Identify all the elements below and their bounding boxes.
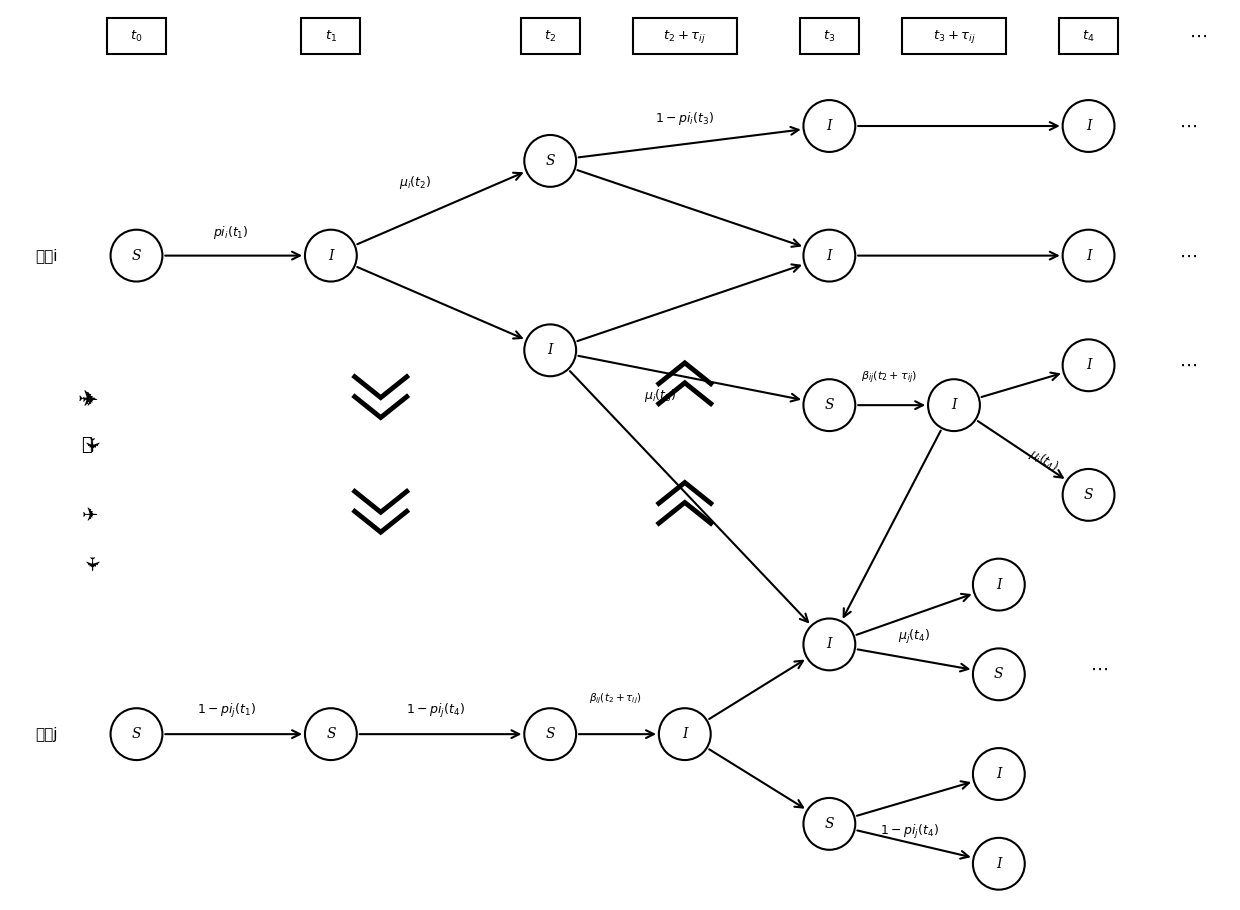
Circle shape <box>1063 100 1115 152</box>
Text: ✈: ✈ <box>77 390 95 410</box>
Circle shape <box>804 229 856 281</box>
Circle shape <box>525 708 577 760</box>
Circle shape <box>525 135 577 187</box>
Text: $\cdots$: $\cdots$ <box>1179 247 1198 265</box>
Text: $\mu_i(t_3)$: $\mu_i(t_3)$ <box>644 387 676 404</box>
FancyBboxPatch shape <box>632 18 737 55</box>
Text: ✈: ✈ <box>81 557 99 573</box>
Circle shape <box>110 708 162 760</box>
Circle shape <box>1063 469 1115 521</box>
Text: I: I <box>951 399 957 412</box>
FancyBboxPatch shape <box>107 18 166 55</box>
Text: S: S <box>131 727 141 741</box>
Text: $\mu_i(t_4)$: $\mu_i(t_4)$ <box>1027 445 1061 475</box>
Text: $pi_i(t_1)$: $pi_i(t_1)$ <box>213 224 249 241</box>
Text: $1-pi_j(t_4)$: $1-pi_j(t_4)$ <box>879 823 939 841</box>
Circle shape <box>525 324 577 376</box>
Text: S: S <box>994 667 1003 682</box>
Text: ✈: ✈ <box>81 437 99 453</box>
Text: ⛵: ⛵ <box>82 436 92 454</box>
Circle shape <box>804 619 856 671</box>
Circle shape <box>973 559 1024 611</box>
Text: $1-pi_i(t_3)$: $1-pi_i(t_3)$ <box>655 109 714 126</box>
Text: $\mu_j(t_4)$: $\mu_j(t_4)$ <box>898 629 930 646</box>
FancyBboxPatch shape <box>800 18 859 55</box>
Text: $\cdots$: $\cdots$ <box>1179 357 1198 374</box>
Text: S: S <box>825 399 835 412</box>
Text: $\beta_{ij}(t_2+\tau_{ij})$: $\beta_{ij}(t_2+\tau_{ij})$ <box>589 692 641 706</box>
Circle shape <box>973 838 1024 890</box>
Text: $\mu_i(t_2)$: $\mu_i(t_2)$ <box>399 175 432 191</box>
Text: $t_4$: $t_4$ <box>1083 29 1095 44</box>
Text: $\beta_{ij}(t_2+\tau_{ij})$: $\beta_{ij}(t_2+\tau_{ij})$ <box>861 370 918 387</box>
Text: S: S <box>546 154 556 168</box>
Circle shape <box>305 229 357 281</box>
Text: $t_2+\tau_{ij}$: $t_2+\tau_{ij}$ <box>663 28 707 45</box>
Text: ✈: ✈ <box>82 390 98 410</box>
Circle shape <box>658 708 711 760</box>
Text: S: S <box>825 817 835 831</box>
Circle shape <box>973 649 1024 701</box>
Circle shape <box>973 748 1024 800</box>
Text: S: S <box>326 727 336 741</box>
Text: I: I <box>548 343 553 358</box>
Text: $t_3$: $t_3$ <box>823 29 836 44</box>
Text: I: I <box>1086 248 1091 263</box>
Circle shape <box>1063 339 1115 391</box>
FancyBboxPatch shape <box>903 18 1006 55</box>
Text: 机场i: 机场i <box>36 248 58 263</box>
FancyBboxPatch shape <box>1059 18 1118 55</box>
Circle shape <box>804 379 856 431</box>
Circle shape <box>1063 229 1115 281</box>
Text: S: S <box>131 248 141 263</box>
Circle shape <box>110 229 162 281</box>
Text: I: I <box>827 248 832 263</box>
Text: ✈: ✈ <box>82 505 98 524</box>
FancyBboxPatch shape <box>301 18 361 55</box>
Text: I: I <box>1086 359 1091 372</box>
Text: I: I <box>827 119 832 133</box>
Text: S: S <box>1084 488 1094 502</box>
Circle shape <box>928 379 980 431</box>
Text: $t_3+\tau_{ij}$: $t_3+\tau_{ij}$ <box>932 28 976 45</box>
Text: 机场j: 机场j <box>36 727 58 742</box>
Circle shape <box>305 708 357 760</box>
Circle shape <box>804 798 856 850</box>
Text: $t_1$: $t_1$ <box>325 29 337 44</box>
Text: $t_2$: $t_2$ <box>544 29 557 44</box>
Circle shape <box>804 100 856 152</box>
Text: I: I <box>996 578 1002 592</box>
Text: I: I <box>329 248 334 263</box>
Text: I: I <box>996 856 1002 871</box>
Text: I: I <box>996 767 1002 781</box>
Text: $\cdots$: $\cdots$ <box>1090 661 1107 678</box>
Text: $\cdots$: $\cdots$ <box>1179 117 1198 135</box>
Text: I: I <box>827 637 832 652</box>
Text: I: I <box>682 727 687 741</box>
Text: $1-pi_j(t_4)$: $1-pi_j(t_4)$ <box>405 703 465 720</box>
Text: S: S <box>546 727 556 741</box>
FancyBboxPatch shape <box>521 18 579 55</box>
Text: $1-pi_j(t_1)$: $1-pi_j(t_1)$ <box>197 703 255 720</box>
Text: $t_0$: $t_0$ <box>130 29 143 44</box>
Text: I: I <box>1086 119 1091 133</box>
Text: $\cdots$: $\cdots$ <box>1189 27 1208 46</box>
